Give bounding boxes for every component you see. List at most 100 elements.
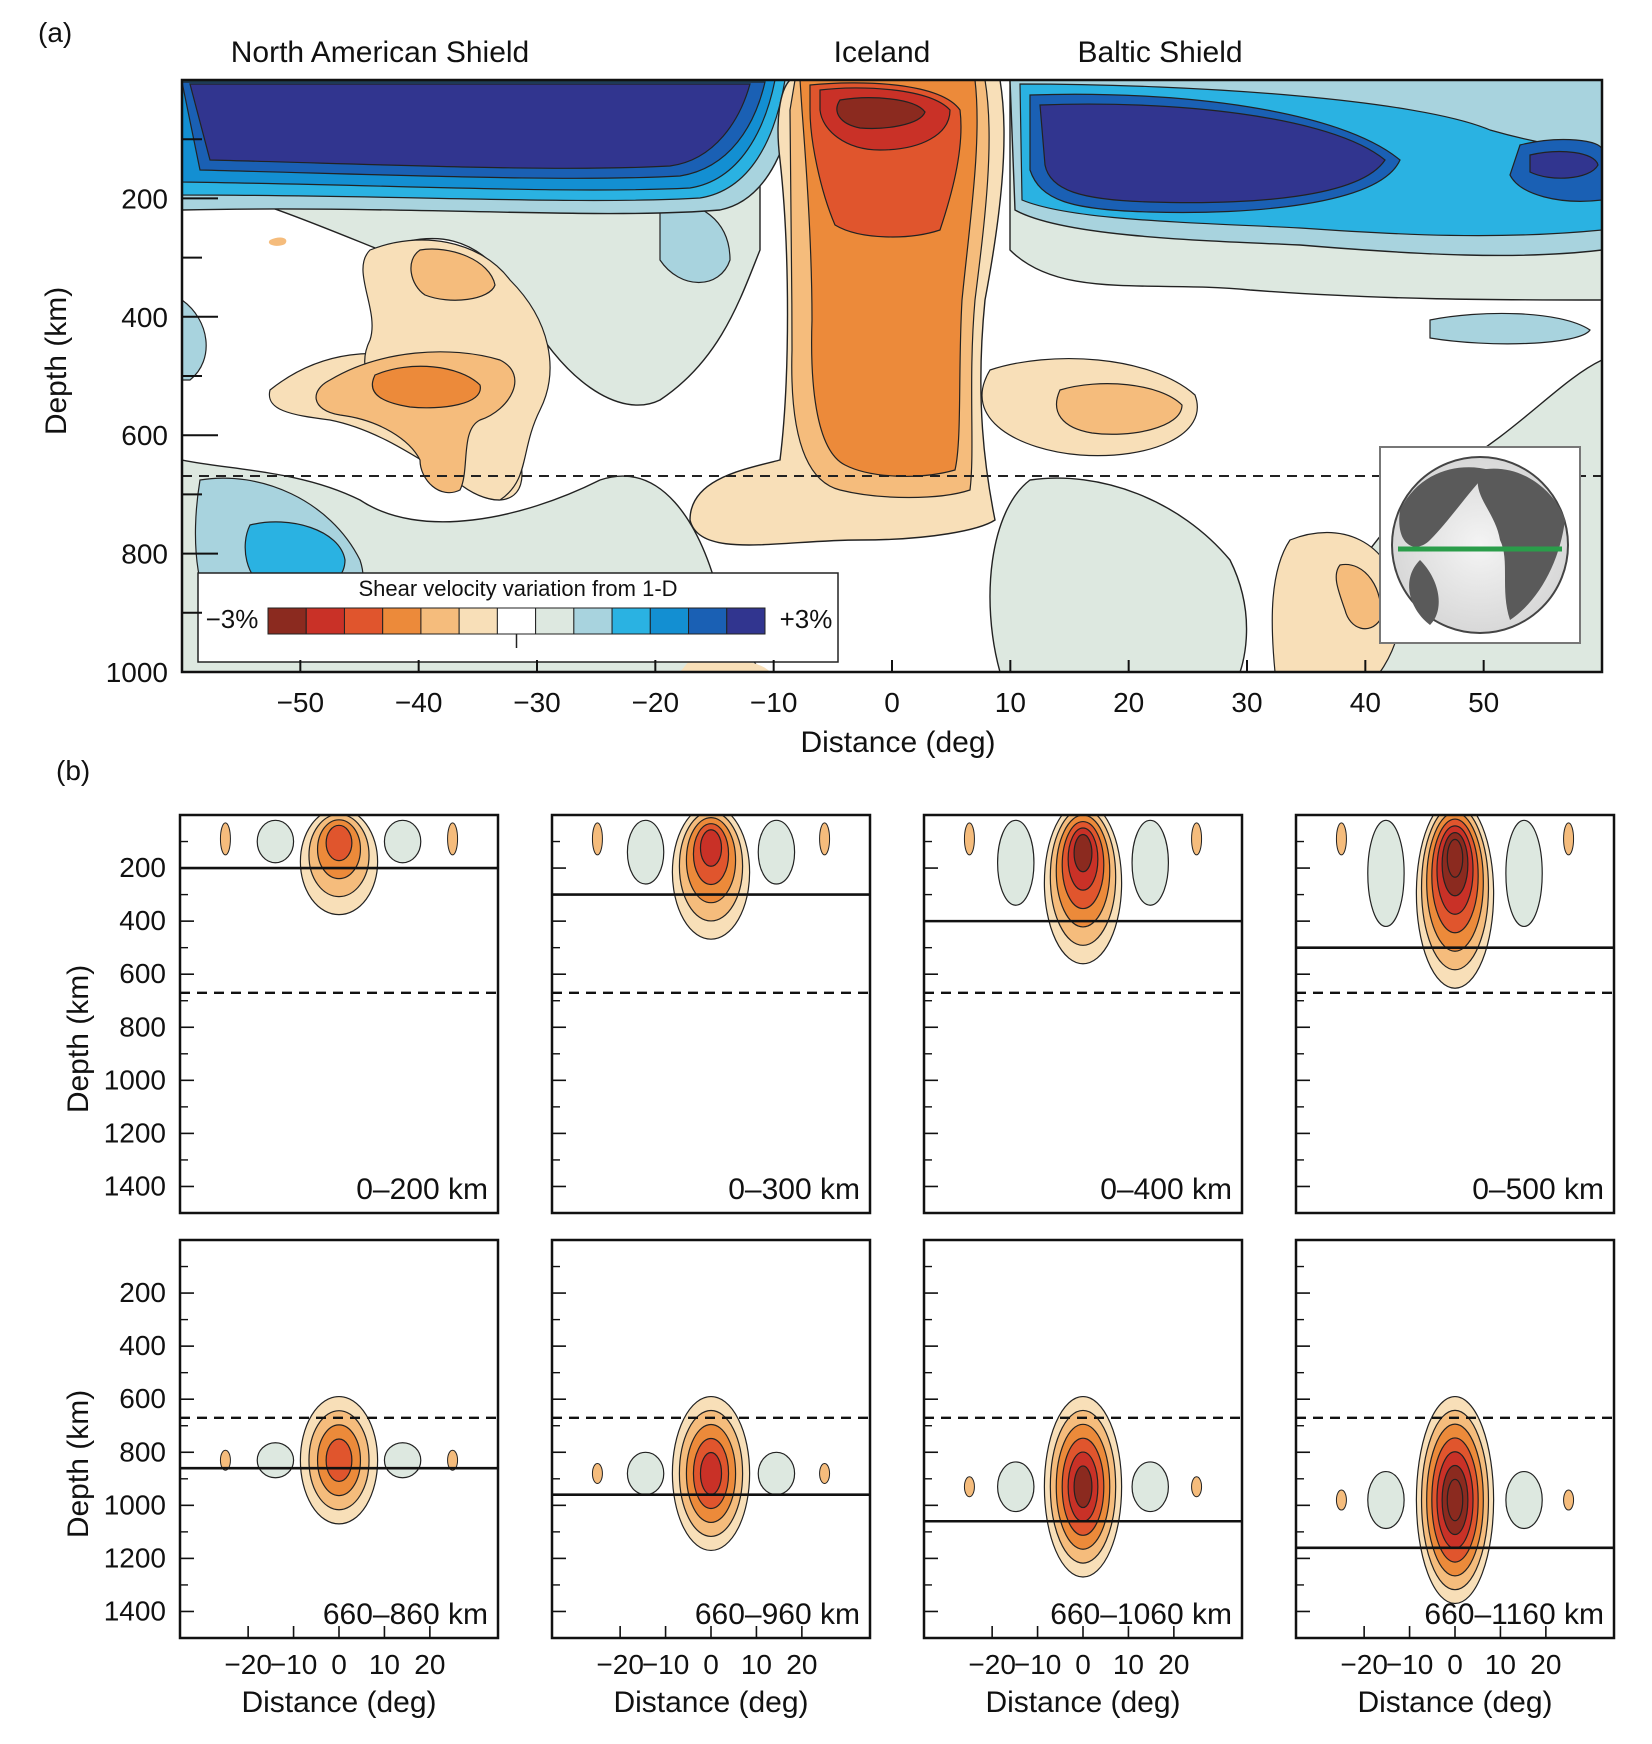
slow-fleck-1 <box>447 822 459 856</box>
fast-lobe-0 <box>626 819 665 885</box>
x-tick-label-1: −10 <box>1386 1649 1434 1680</box>
x-axis-label: Distance (deg) <box>800 726 995 759</box>
slow-fleck-0 <box>1335 1489 1347 1511</box>
slow-contour-4 <box>699 829 723 867</box>
x-tick-label-1: −10 <box>642 1649 690 1680</box>
slow-fleck-1 <box>447 1449 459 1471</box>
y-axis-label: Depth (km) <box>40 287 73 435</box>
panel-depth-label: 660–860 km <box>323 1598 488 1631</box>
slow-fleck-0 <box>1335 822 1347 856</box>
slow-contour-5 <box>1073 833 1093 873</box>
legend-swatch-1 <box>305 607 345 635</box>
legend-swatch-7 <box>535 607 575 635</box>
colorbar-legend: Shear velocity variation from 1-D −3% +3… <box>197 572 839 663</box>
panel-depth-label: 0–400 km <box>1100 1173 1232 1206</box>
fast-lobe-1 <box>383 1442 422 1479</box>
y-tick-label-4: 1000 <box>104 1489 166 1520</box>
fast-lobe-1 <box>1505 819 1543 928</box>
x-tick-label-3: 10 <box>1485 1649 1516 1680</box>
panel-depth-label: 660–960 km <box>695 1598 860 1631</box>
legend-swatch-0 <box>267 607 307 635</box>
x-tick-label-4: 20 <box>786 1649 817 1680</box>
fast-lobe-0 <box>996 819 1035 906</box>
x-tick-label-2: 0 <box>1075 1649 1091 1680</box>
tomography-section <box>182 80 1602 672</box>
x-tick-label-4: −10 <box>750 687 798 718</box>
fast-lobe-1 <box>1505 1470 1543 1530</box>
y-tick-label-5: 1200 <box>104 1542 166 1573</box>
x-tick-label-0: −20 <box>224 1649 272 1680</box>
slow-fleck-1 <box>1563 822 1575 856</box>
slow-contour-3 <box>325 1438 353 1483</box>
slow-fleck-0 <box>219 822 231 856</box>
x-tick-label-4: 20 <box>1530 1649 1561 1680</box>
fast-lobe-1 <box>383 819 422 864</box>
fast-lobe-1 <box>1131 819 1170 906</box>
y-tick-label-2: 600 <box>121 420 168 451</box>
resolution-panel-2: 0–300 km <box>550 813 872 1215</box>
slow-fleck-1 <box>819 1462 831 1484</box>
resolution-panel-3: 0–400 km <box>922 813 1244 1215</box>
x-tick-label-2: −30 <box>513 687 561 718</box>
resolution-panel-1: 200 400 600 800 1000 1200 1400 Depth (km) 0–200 … <box>62 813 500 1215</box>
x-tick-label-8: 30 <box>1231 687 1262 718</box>
x-tick-label-0: −20 <box>596 1649 644 1680</box>
x-tick-label-2: 0 <box>703 1649 719 1680</box>
fast-lobe-1 <box>1131 1461 1170 1513</box>
panel-depth-label: 0–500 km <box>1472 1173 1604 1206</box>
x-tick-label-3: −20 <box>632 687 680 718</box>
panel-frame <box>1294 813 1616 1215</box>
y-tick-label-3: 800 <box>121 539 168 570</box>
x-tick-label-2: 0 <box>331 1649 347 1680</box>
legend-swatch-9 <box>611 607 651 635</box>
fast-lobe-1 <box>757 819 796 885</box>
x-tick-label-3: 10 <box>369 1649 400 1680</box>
panel-depth-label: 0–300 km <box>728 1173 860 1206</box>
panel-frame <box>550 813 872 1215</box>
legend-max-label: +3% <box>780 604 833 634</box>
x-axis-label: Distance (deg) <box>613 1686 808 1719</box>
y-tick-label-2: 600 <box>119 1383 166 1414</box>
x-tick-label-7: 20 <box>1113 687 1144 718</box>
slow-fleck-0 <box>963 1476 975 1498</box>
panel-frame <box>922 813 1244 1215</box>
slow-fleck-0 <box>591 822 603 856</box>
fast-lobe-1 <box>757 1451 796 1496</box>
legend-swatch-6 <box>496 607 537 635</box>
panel-depth-label: 660–1060 km <box>1050 1598 1232 1631</box>
slow-contour-5 <box>1073 1465 1093 1509</box>
y-tick-label-1: 400 <box>119 905 166 936</box>
slow-fleck-0 <box>963 822 975 856</box>
y-tick-label-4: 1000 <box>106 657 168 688</box>
x-tick-label-5: 0 <box>884 687 900 718</box>
panel-depth-label: 660–1160 km <box>1424 1598 1604 1631</box>
y-tick-label-2: 600 <box>119 958 166 989</box>
y-tick-label-3: 800 <box>119 1011 166 1042</box>
legend-swatch-2 <box>343 607 384 635</box>
y-tick-label-1: 400 <box>121 302 168 333</box>
slow-fleck-1 <box>819 822 831 856</box>
y-tick-label-6: 1400 <box>104 1170 166 1201</box>
x-tick-label-3: 10 <box>1113 1649 1144 1680</box>
x-tick-label-0: −20 <box>1340 1649 1388 1680</box>
slow-fleck-0 <box>591 1462 603 1484</box>
y-tick-label-4: 1000 <box>104 1064 166 1095</box>
region-label-baltic-shield: Baltic Shield <box>1077 36 1242 69</box>
region-label-iceland: Iceland <box>834 36 931 69</box>
y-tick-label-5: 1200 <box>104 1117 166 1148</box>
y-tick-label-0: 200 <box>121 183 168 214</box>
y-axis-label: Depth (km) <box>62 965 95 1113</box>
legend-title: Shear velocity variation from 1-D <box>358 576 677 601</box>
legend-min-label: −3% <box>206 604 259 634</box>
panel-frame <box>178 813 500 1215</box>
fast-lobe-0 <box>626 1451 665 1496</box>
x-tick-label-4: 20 <box>1158 1649 1189 1680</box>
panel-b-tag: (b) <box>56 755 90 786</box>
y-tick-label-6: 1400 <box>104 1595 166 1626</box>
slow-contour-6 <box>1446 1478 1464 1522</box>
legend-swatch-3 <box>382 607 422 635</box>
slow-contour-6 <box>1446 838 1464 878</box>
x-tick-label-0: −50 <box>277 687 325 718</box>
fast-lobe-0 <box>996 1461 1035 1513</box>
